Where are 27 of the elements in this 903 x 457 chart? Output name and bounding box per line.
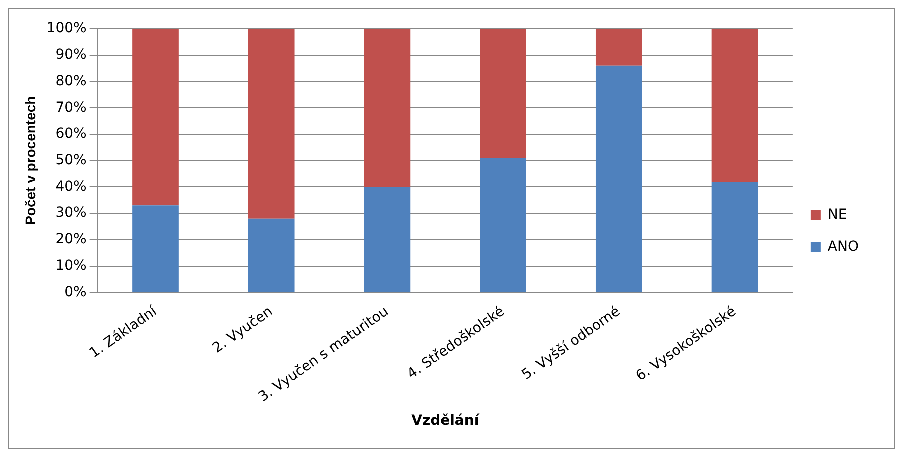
y-tick-label: 50%	[56, 152, 87, 168]
y-tick-label: 100%	[46, 20, 87, 37]
y-tick-label: 90%	[56, 47, 87, 64]
y-tick-label: 10%	[56, 258, 87, 274]
bar	[364, 187, 411, 292]
y-tick-label: 70%	[56, 100, 87, 116]
y-tick-label: 80%	[56, 73, 87, 90]
bar	[480, 29, 526, 158]
bar	[596, 66, 642, 292]
bar	[480, 158, 526, 292]
x-axis-title: Vzdělání	[412, 413, 480, 430]
bar	[248, 218, 295, 292]
y-axis-title: Počet v procentech	[22, 96, 38, 226]
bar	[596, 29, 642, 66]
bar	[712, 182, 758, 292]
y-tick-label: 40%	[56, 178, 87, 195]
y-tick-label: 0%	[64, 284, 87, 300]
bar	[712, 29, 758, 182]
bar	[248, 29, 295, 219]
bar	[132, 206, 179, 292]
legend-label: NE	[828, 207, 848, 224]
y-tick-label: 30%	[56, 205, 87, 222]
legend-label: ANO	[828, 239, 860, 256]
bar	[132, 29, 179, 206]
y-tick-label: 20%	[56, 232, 87, 248]
bar	[364, 29, 411, 188]
y-tick-label: 60%	[56, 126, 87, 142]
